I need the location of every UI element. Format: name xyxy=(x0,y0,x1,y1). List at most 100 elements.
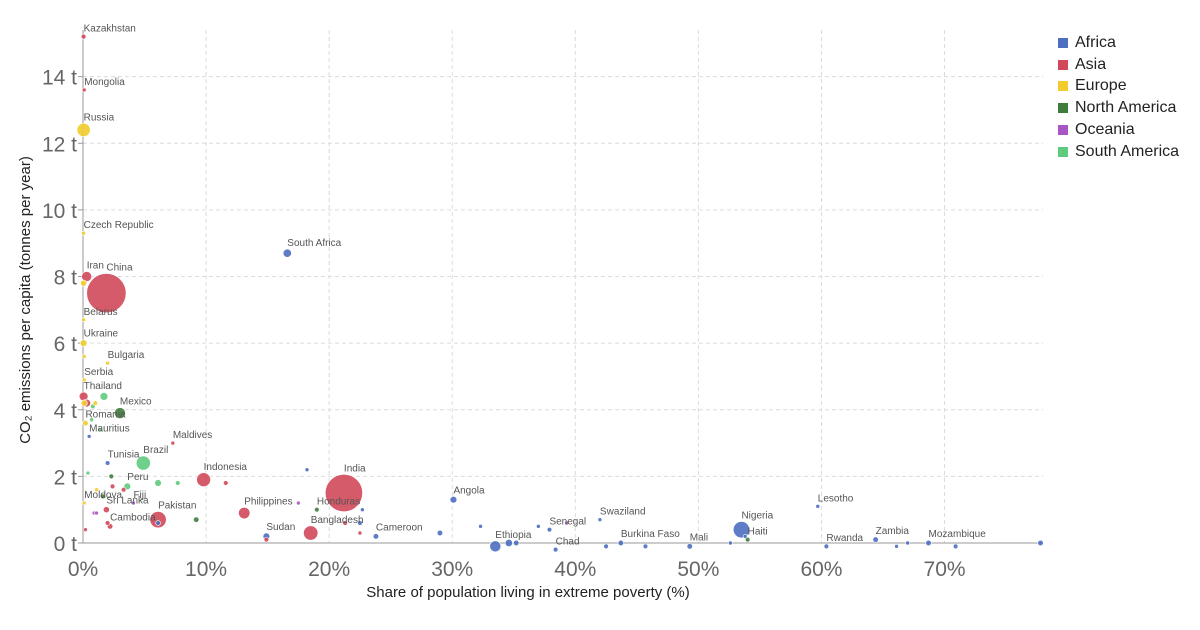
data-point xyxy=(357,530,363,536)
data-point xyxy=(905,540,910,546)
data-point xyxy=(296,500,301,506)
point-label: Bulgaria xyxy=(108,350,145,361)
data-point xyxy=(108,473,115,480)
data-point xyxy=(104,520,111,526)
data-point xyxy=(109,483,116,490)
data-point xyxy=(155,520,161,526)
point-label: Maldives xyxy=(173,430,212,441)
data-point xyxy=(742,534,748,539)
point-label: Burkina Faso xyxy=(621,529,680,540)
point-label: Iran xyxy=(87,260,104,271)
legend-swatch xyxy=(1058,37,1068,48)
data-point xyxy=(76,122,91,137)
data-point xyxy=(372,533,380,540)
data-point xyxy=(552,546,559,553)
data-point xyxy=(149,511,167,529)
legend-item[interactable]: Africa xyxy=(1058,32,1179,54)
y-tick-label: 6 t xyxy=(54,333,78,356)
data-point xyxy=(597,517,603,522)
data-point xyxy=(193,516,200,523)
legend-item[interactable]: North America xyxy=(1058,97,1179,119)
data-point xyxy=(952,543,959,550)
data-point xyxy=(99,493,106,500)
data-point xyxy=(154,479,162,487)
point-label: Cambodia xyxy=(110,513,156,524)
point-label: Senegal xyxy=(549,516,586,527)
legend-swatch xyxy=(1058,103,1068,114)
data-point xyxy=(564,520,569,526)
data-point xyxy=(94,510,99,516)
point-label: India xyxy=(344,463,366,474)
point-label: Serbia xyxy=(84,367,113,378)
point-label: Honduras xyxy=(317,496,360,507)
data-point xyxy=(79,339,88,347)
data-point xyxy=(81,317,86,323)
point-label: Indonesia xyxy=(204,462,248,473)
legend-item[interactable]: Oceania xyxy=(1058,119,1179,141)
data-point xyxy=(89,417,94,423)
data-point xyxy=(546,526,553,533)
legend-label: North America xyxy=(1075,99,1177,117)
data-point xyxy=(80,399,88,407)
data-point xyxy=(175,480,181,486)
point-label: Haiti xyxy=(748,526,768,537)
point-label: Lesotho xyxy=(818,493,854,504)
point-label: Thailand xyxy=(84,381,122,392)
data-point xyxy=(823,543,830,550)
point-label: Nigeria xyxy=(741,510,773,521)
legend-swatch xyxy=(1058,81,1068,92)
x-tick-label: 50% xyxy=(677,558,719,581)
data-point xyxy=(104,460,111,466)
point-label: Moldova xyxy=(84,490,122,501)
data-point xyxy=(80,33,87,40)
legend-swatch xyxy=(1058,125,1068,136)
data-point xyxy=(513,539,520,547)
legend-swatch xyxy=(1058,59,1068,70)
y-tick-label: 4 t xyxy=(54,400,78,423)
data-points xyxy=(76,33,1044,553)
data-point xyxy=(314,506,320,513)
x-tick-label: 10% xyxy=(185,558,227,581)
x-axis-label: Share of population living in extreme po… xyxy=(366,584,690,601)
x-tick-label: 30% xyxy=(431,558,473,581)
point-label: Romania xyxy=(85,409,125,420)
data-point xyxy=(263,536,270,543)
y-tick-label: 0 t xyxy=(54,533,78,556)
data-point xyxy=(489,540,502,553)
legend-item[interactable]: South America xyxy=(1058,141,1179,163)
point-label: Sri Lanka xyxy=(106,496,149,507)
legend-label: South America xyxy=(1075,142,1180,160)
data-point xyxy=(238,506,251,520)
data-point xyxy=(81,271,93,282)
x-tick-label: 20% xyxy=(308,558,350,581)
data-point xyxy=(304,467,310,473)
data-point xyxy=(925,539,932,547)
x-tick-label: 60% xyxy=(800,558,842,581)
x-tick-label: 70% xyxy=(924,558,966,581)
data-point xyxy=(86,273,127,314)
legend-swatch xyxy=(1058,146,1068,157)
legend-item[interactable]: Asia xyxy=(1058,54,1179,76)
data-point xyxy=(728,540,733,546)
point-label: Cameroon xyxy=(376,523,423,534)
point-label: South Africa xyxy=(287,238,341,249)
point-label: Mexico xyxy=(120,397,152,408)
data-point xyxy=(94,487,99,493)
data-point xyxy=(617,539,624,547)
data-point xyxy=(504,539,513,547)
point-label: China xyxy=(106,262,133,273)
data-point xyxy=(894,544,899,549)
data-point xyxy=(324,474,363,513)
data-point xyxy=(642,543,649,550)
grid-lines xyxy=(83,30,1043,543)
point-label: Belarus xyxy=(84,307,118,318)
data-point xyxy=(83,527,88,532)
data-point xyxy=(81,354,87,359)
legend-item[interactable]: Europe xyxy=(1058,76,1179,98)
point-label: Zambia xyxy=(876,526,910,537)
point-labels: China India Pakistan Nigeria Bangladesh Brazi… xyxy=(84,23,987,547)
point-label: Brazil xyxy=(143,445,168,456)
data-point xyxy=(105,360,110,366)
point-label: Peru xyxy=(127,472,148,483)
data-point xyxy=(99,392,109,401)
